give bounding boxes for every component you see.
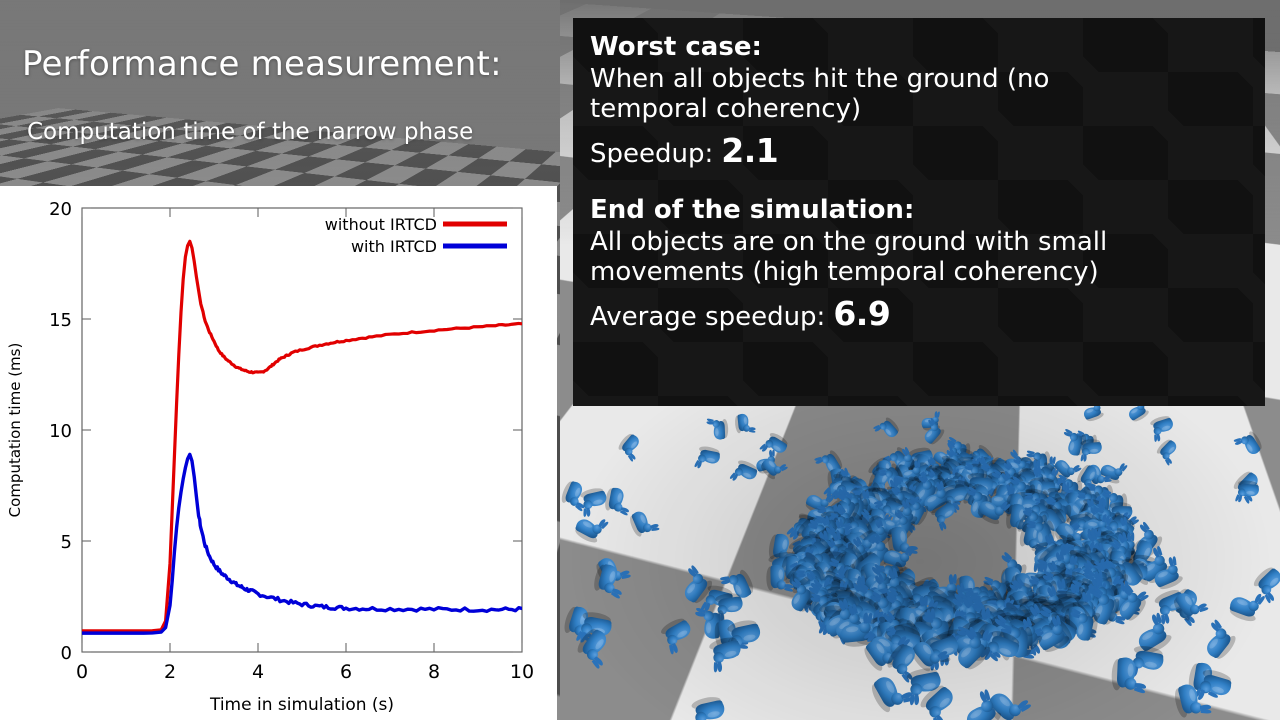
series-line <box>82 239 522 633</box>
worst-case-body-line1: When all objects hit the ground (no <box>590 63 1050 94</box>
legend-label: with IRTCD <box>351 237 437 256</box>
callout-block-separator <box>590 173 1249 195</box>
chart-panel: 0 5 10 15 20 0 2 4 6 8 10 Time in simulation (s) Com… <box>0 186 557 720</box>
plot-frame <box>81 207 523 653</box>
end-of-simulation-body-line1: All objects are on the ground with small <box>590 226 1108 257</box>
end-of-simulation-heading: End of the simulation: <box>590 194 915 225</box>
end-of-simulation-speedup-value: 6.9 <box>833 293 891 333</box>
page-title: Performance measurement: <box>22 44 502 84</box>
performance-line-chart: 0 5 10 15 20 0 2 4 6 8 10 Time in simulation (s) Com… <box>6 199 534 715</box>
page-subtitle: Computation time of the narrow phase <box>27 119 474 145</box>
end-of-simulation-speedup-label: Average speedup: <box>590 301 826 332</box>
x-tick-label: 2 <box>164 661 176 683</box>
end-of-simulation-speedup: Average speedup: 6.9 <box>590 293 1249 336</box>
x-axis-label: Time in simulation (s) <box>209 695 394 715</box>
x-tick-label: 6 <box>340 661 352 683</box>
y-tick-label: 0 <box>61 643 72 664</box>
y-tick-label: 15 <box>49 310 72 331</box>
worst-case-heading: Worst case: <box>590 32 762 62</box>
worst-case-speedup: Speedup: 2.1 <box>590 130 1249 173</box>
chart-legend: without IRTCD with IRTCD <box>325 215 507 256</box>
x-tick-label: 10 <box>510 661 534 683</box>
x-tick-label: 8 <box>428 661 440 683</box>
worst-case-body-line2: temporal coherency) <box>590 93 862 124</box>
worst-case-speedup-label: Speedup: <box>590 138 714 169</box>
y-tick-label: 20 <box>49 199 72 220</box>
x-tick-label: 0 <box>76 661 88 683</box>
worst-case-speedup-value: 2.1 <box>721 130 779 170</box>
series-line <box>82 452 522 635</box>
summary-callout-box: Worst case: When all objects hit the gro… <box>573 18 1265 406</box>
y-tick-label: 10 <box>49 421 72 442</box>
y-axis-label: Computation time (ms) <box>6 343 24 518</box>
legend-label: without IRTCD <box>325 215 437 234</box>
end-of-simulation-body-line2: movements (high temporal coherency) <box>590 256 1099 287</box>
series-group <box>82 239 522 635</box>
x-tick-label: 4 <box>252 661 264 683</box>
y-tick-label: 5 <box>61 532 72 553</box>
